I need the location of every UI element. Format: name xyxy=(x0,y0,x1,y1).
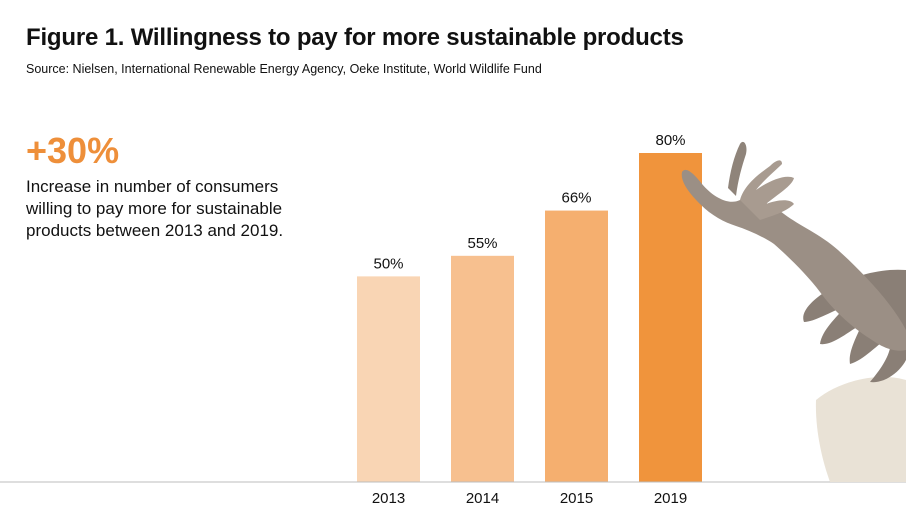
labels-group: 50% 2013 55% 2014 66% 2015 80% 2019 xyxy=(372,132,687,507)
upper-hand-shape xyxy=(681,169,906,351)
x-tick-label-2014: 2014 xyxy=(466,490,499,507)
data-label-2013: 50% xyxy=(373,255,403,272)
data-label-2015: 66% xyxy=(561,190,591,207)
highlight-description: Increase in number of consumers willing … xyxy=(26,177,284,240)
sleeve-shape xyxy=(815,376,906,482)
x-tick-label-2013: 2013 xyxy=(372,490,405,507)
bar-2015 xyxy=(545,210,608,482)
upper-fingers-shape xyxy=(740,160,794,220)
bar-2019 xyxy=(639,153,702,482)
x-tick-label-2019: 2019 xyxy=(654,490,687,507)
data-label-2014: 55% xyxy=(467,235,497,252)
bar-2014 xyxy=(451,255,514,482)
bar-2013 xyxy=(357,276,420,482)
thumb-shape xyxy=(728,141,747,196)
data-label-2019: 80% xyxy=(655,132,685,149)
figure-title: Figure 1. Willingness to pay for more su… xyxy=(26,24,684,51)
highlight-value: +30% xyxy=(26,130,120,171)
bars-group xyxy=(357,153,702,482)
x-tick-label-2015: 2015 xyxy=(560,490,593,507)
source-note: Source: Nielsen, International Renewable… xyxy=(26,62,542,76)
